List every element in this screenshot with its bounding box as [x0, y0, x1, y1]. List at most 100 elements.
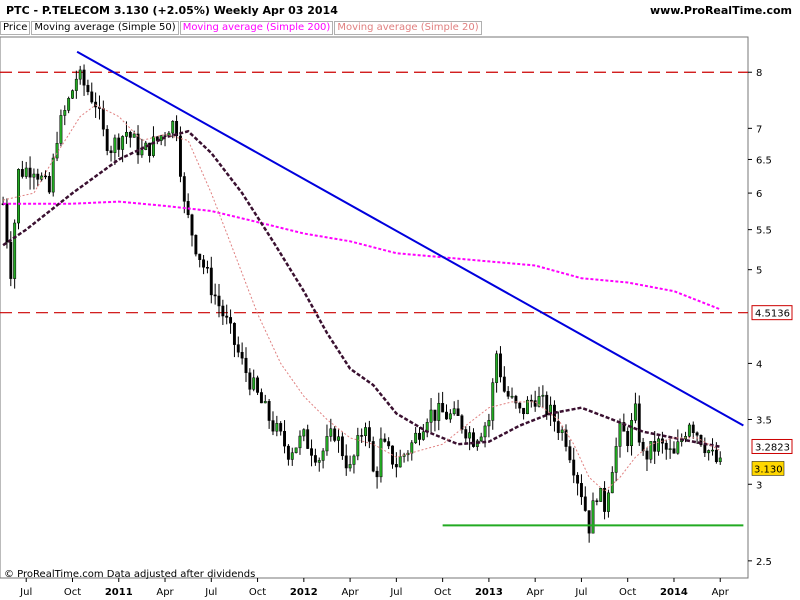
candle-body	[367, 427, 371, 442]
candle-body	[379, 438, 383, 478]
candle-body	[672, 448, 676, 454]
candle-body	[606, 492, 610, 512]
candle-body	[526, 399, 529, 415]
candle-body	[55, 143, 59, 159]
candle-body	[429, 409, 433, 423]
candle-body	[329, 428, 333, 437]
candle-body	[259, 392, 263, 404]
candle-body	[121, 136, 125, 150]
candle-body	[549, 404, 553, 416]
candle-body	[537, 396, 541, 407]
candle-body	[522, 407, 526, 415]
candle-body	[337, 436, 340, 441]
footer-note: © ProRealTime.com Data adjusted after di…	[4, 569, 256, 580]
candle-body	[125, 132, 128, 137]
axis-value-box	[751, 305, 793, 321]
candle-body	[691, 424, 695, 433]
y-tick-label: 6.5	[756, 155, 772, 166]
candle-body	[202, 259, 206, 268]
candle-body	[90, 91, 94, 103]
x-tick-label: Jul	[389, 587, 402, 598]
y-tick-label: 6	[756, 189, 762, 200]
candle-body	[321, 450, 325, 461]
candle-body	[626, 431, 630, 447]
legend-item-price[interactable]: Price	[0, 21, 31, 35]
x-tick-label: Oct	[249, 587, 266, 598]
candle-body	[514, 395, 518, 404]
candle-body	[483, 425, 487, 438]
candle-body	[171, 121, 175, 134]
candle-body	[464, 429, 468, 439]
candle-body	[687, 424, 691, 437]
candle-body	[418, 432, 421, 440]
candle-body	[711, 449, 714, 452]
candle-body	[306, 429, 310, 449]
x-tick-label: 2012	[290, 587, 318, 598]
candle-body	[479, 436, 483, 442]
candle-body	[560, 429, 564, 433]
x-tick-label: Apr	[712, 587, 730, 598]
candle-body	[633, 403, 637, 421]
candle-body	[244, 357, 248, 374]
legend-item-ma50[interactable]: Moving average (Simple 50)	[31, 21, 179, 35]
candle-body	[568, 446, 572, 461]
candle-body	[618, 422, 622, 447]
candle-body	[495, 353, 499, 383]
candle-body	[433, 409, 437, 421]
x-tick-label: Jul	[574, 587, 587, 598]
site-link[interactable]: www.ProRealTime.com	[649, 4, 792, 17]
candle-body	[213, 294, 217, 297]
candle-body	[614, 446, 618, 473]
candle-body	[205, 267, 209, 269]
candle-body	[414, 432, 418, 444]
candle-body	[576, 474, 580, 484]
x-tick-label: Oct	[64, 587, 81, 598]
axis-value-box	[751, 438, 793, 454]
candle-body	[325, 436, 329, 452]
candle-body	[572, 459, 576, 476]
candle-body	[502, 376, 506, 392]
candle-body	[240, 352, 244, 359]
x-tick-label: 2011	[105, 587, 133, 598]
axis-value-label: 4.5136	[755, 309, 790, 320]
candle-body	[668, 448, 672, 450]
y-tick-label: 7	[756, 124, 762, 135]
candle-body	[310, 448, 313, 456]
candle-body	[703, 444, 707, 454]
candle-body	[398, 456, 402, 468]
candle-body	[383, 438, 387, 442]
candle-body	[556, 421, 560, 433]
candle-body	[209, 267, 213, 296]
candle-body	[356, 435, 360, 457]
x-tick-label: Oct	[619, 587, 636, 598]
y-tick-label: 5.5	[756, 226, 772, 237]
candle-body	[136, 133, 140, 156]
candle-body	[364, 427, 367, 436]
candle-body	[610, 472, 614, 494]
plot-area	[0, 36, 749, 579]
candle-body	[375, 470, 379, 478]
candle-body	[294, 447, 298, 453]
candle-body	[518, 402, 522, 409]
y-tick-label: 3.5	[756, 416, 772, 427]
candle-body	[117, 137, 121, 150]
candle-body	[533, 400, 537, 407]
candle-body	[236, 344, 240, 353]
legend-item-ma200[interactable]: Moving average (Simple 200)	[179, 21, 334, 35]
candle-body	[217, 295, 221, 307]
candle-body	[456, 408, 460, 416]
candle-body	[545, 394, 549, 416]
candle-body	[71, 90, 74, 99]
chart-title: PTC - P.TELECOM 3.130 (+2.05%) Weekly Ap…	[6, 4, 338, 17]
candle-body	[421, 431, 425, 440]
candle-body	[302, 429, 306, 437]
candle-body	[140, 149, 144, 156]
trend-line	[76, 50, 744, 427]
candle-body	[707, 450, 711, 454]
candle-body	[445, 411, 448, 420]
legend-item-ma20[interactable]: Moving average (Simple 20)	[334, 21, 482, 35]
candle-body	[74, 78, 78, 91]
candle-body	[472, 432, 475, 447]
candle-body	[256, 377, 260, 393]
